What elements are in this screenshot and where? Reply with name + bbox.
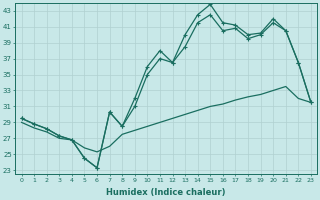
X-axis label: Humidex (Indice chaleur): Humidex (Indice chaleur) [107, 188, 226, 197]
